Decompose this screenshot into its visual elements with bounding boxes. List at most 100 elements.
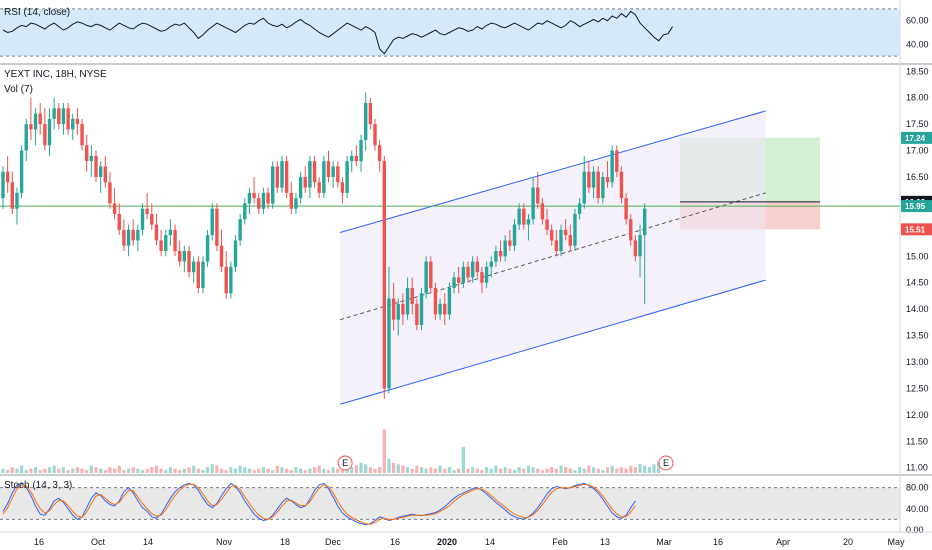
candle-body [233,240,238,267]
volume-bar [545,468,549,473]
candle-body [150,214,154,225]
candle-body [531,187,535,220]
candle-body [322,161,326,193]
candle-body [187,251,191,273]
volume-bar [610,465,614,473]
candle-body [350,155,354,162]
time-tick-label: Feb [552,537,568,547]
volume-bar [652,464,656,473]
candle-body [201,261,205,288]
volume-bar [452,470,456,473]
volume-title: Vol (7) [4,84,33,95]
volume-bar [154,465,159,473]
volume-bar [401,465,405,473]
candle-body [229,266,233,294]
price-tick-label: 18.50 [906,66,929,76]
candle-body [108,182,112,204]
price-tick-label: 14.00 [906,304,929,314]
stoch-k-line [2,482,636,526]
candle-body [75,118,80,125]
candle-body [24,124,28,151]
volume-bar [475,468,479,473]
volume-bar [178,470,182,473]
candle-body [71,118,75,130]
candle-body [443,303,447,315]
candle-body [573,214,577,246]
volume-bar [57,468,61,473]
candle-body [568,235,572,246]
time-tick-label: 13 [600,537,610,547]
earnings-marker [658,455,674,471]
volume-bar [508,468,512,473]
candle-body [587,171,591,188]
volume-bar [331,467,335,473]
volume-bar [359,462,363,473]
candle-body [308,161,312,188]
volume-bar [85,470,89,473]
time-scale[interactable]: 16 Oct 14 Nov 18 Dec 16 2020 14 Feb 13 Mar 16 Apr 20 Ma… [34,537,905,547]
candle-body [145,208,149,214]
volume-bar [215,465,219,473]
volume-bar [280,467,284,473]
volume-bar [312,467,317,473]
volume-bar [66,470,70,473]
volume-bar [159,468,163,473]
time-tick-label: 14 [143,537,153,547]
volume-bar [89,465,93,473]
volume-bar [243,467,247,473]
volume-bar [517,467,521,473]
volume-bar [173,468,177,473]
candle-body [508,240,512,246]
channel-lower-line[interactable] [339,279,766,405]
candle-body [238,219,242,241]
volume-bars [1,429,661,473]
candle-body [536,187,540,204]
rsi-title: RSI (14, close) [4,7,70,18]
volume-bar [392,462,396,473]
volume-bar [494,465,498,473]
candle-body [554,240,559,251]
candle-body [5,171,10,183]
channel-upper-line[interactable] [339,110,766,233]
volume-bar [624,468,628,473]
time-tick-label: Oct [91,537,106,547]
stoch-band [0,487,900,520]
price-tick-label: 14.50 [906,278,929,288]
candle-body [182,251,187,262]
stoch-title: Stoch (14, 3, 3) [4,480,72,491]
volume-bar [633,467,637,473]
candle-body [345,161,349,193]
volume-bar [596,468,600,473]
volume-bar [619,467,624,473]
volume-bar [61,467,66,473]
volume-bar [289,470,293,473]
candle-body [461,266,466,283]
volume-bar [489,468,493,473]
volume-bar [540,470,544,473]
volume-bar [164,470,168,473]
volume-bar [113,468,117,473]
volume-bar [429,467,433,473]
candle-body [401,303,405,315]
candle-body [117,214,121,230]
volume-bar [219,468,224,473]
price-scale[interactable]: 60.0040.0018.5018.0017.5017.0016.5016.00… [906,16,929,535]
volume-bar [24,470,28,473]
time-tick-label: Apr [776,537,790,547]
candle-body [364,103,368,140]
candle-body [475,261,479,273]
candle-body [629,219,633,241]
earnings-marker [337,455,353,471]
candle-body [103,166,107,183]
volume-bar [20,465,24,473]
volume-bar [373,468,377,473]
candle-body [312,161,317,183]
volume-bar [336,468,340,473]
candle-body [331,166,335,177]
candle-body [168,229,173,236]
volume-bar [503,467,507,473]
